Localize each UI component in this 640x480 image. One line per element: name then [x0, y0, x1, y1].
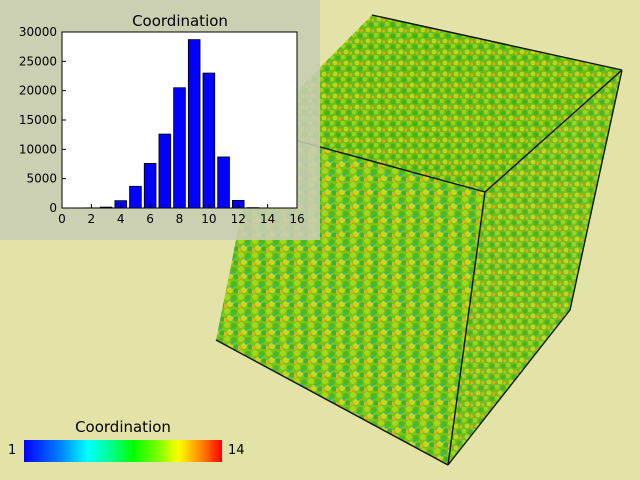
chart-title: Coordination: [132, 12, 228, 30]
histogram-bar: [129, 185, 142, 209]
x-tick-label: 2: [88, 212, 96, 226]
y-tick-label: 0: [49, 201, 57, 215]
y-tick-label: 20000: [19, 84, 57, 98]
y-tick-label: 25000: [19, 54, 57, 68]
y-tick-label: 5000: [26, 172, 57, 186]
histogram-bar: [187, 39, 201, 209]
histogram-bar: [143, 163, 157, 209]
y-tick-label: 30000: [19, 25, 57, 39]
x-tick-label: 12: [231, 212, 246, 226]
legend-max-label: 14: [228, 443, 245, 458]
y-tick-label: 15000: [19, 113, 57, 127]
y-tick-label: 10000: [19, 142, 57, 156]
histogram-bar: [217, 156, 230, 209]
histogram-bar: [202, 72, 216, 209]
cube-right-face: [448, 70, 622, 465]
histogram-bar: [173, 87, 186, 209]
histogram-panel: Coordination 0 2 4 6 8 10 12 14 16 0 5000 10000 150…: [0, 0, 320, 240]
x-tick-label: 0: [58, 212, 66, 226]
x-tick-label: 16: [289, 212, 304, 226]
histogram-bar: [158, 133, 172, 209]
coordination-histogram: Coordination 0 2 4 6 8 10 12 14 16 0 5000 10000 150…: [19, 12, 305, 226]
x-tick-label: 6: [146, 212, 154, 226]
colormap-bar: [24, 440, 222, 462]
x-tick-label: 10: [201, 212, 216, 226]
histogram-bar: [99, 206, 113, 209]
legend-title: Coordination: [75, 418, 171, 436]
x-tick-label: 4: [117, 212, 125, 226]
x-tick-label: 14: [260, 212, 275, 226]
cube-top-face: [258, 15, 622, 192]
legend-min-label: 1: [8, 443, 17, 458]
x-tick-label: 8: [176, 212, 184, 226]
